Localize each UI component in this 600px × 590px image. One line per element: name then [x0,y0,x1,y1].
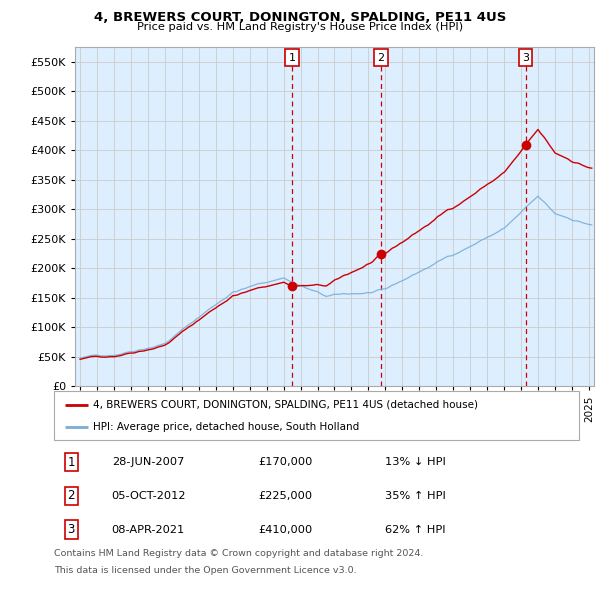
Text: 62% ↑ HPI: 62% ↑ HPI [385,525,445,535]
Text: £225,000: £225,000 [259,491,313,501]
Text: Contains HM Land Registry data © Crown copyright and database right 2024.: Contains HM Land Registry data © Crown c… [54,549,424,558]
Text: 28-JUN-2007: 28-JUN-2007 [112,457,184,467]
Text: 05-OCT-2012: 05-OCT-2012 [112,491,186,501]
Text: 2: 2 [377,53,385,63]
Text: 2: 2 [68,489,75,503]
Text: Price paid vs. HM Land Registry's House Price Index (HPI): Price paid vs. HM Land Registry's House … [137,22,463,32]
Text: 35% ↑ HPI: 35% ↑ HPI [385,491,446,501]
Text: 3: 3 [522,53,529,63]
Text: 3: 3 [68,523,75,536]
Text: 08-APR-2021: 08-APR-2021 [112,525,185,535]
Text: 4, BREWERS COURT, DONINGTON, SPALDING, PE11 4US: 4, BREWERS COURT, DONINGTON, SPALDING, P… [94,11,506,24]
Text: HPI: Average price, detached house, South Holland: HPI: Average price, detached house, Sout… [94,422,359,432]
Text: 1: 1 [68,455,75,469]
Text: This data is licensed under the Open Government Licence v3.0.: This data is licensed under the Open Gov… [54,566,356,575]
Text: £410,000: £410,000 [259,525,313,535]
Text: 13% ↓ HPI: 13% ↓ HPI [385,457,446,467]
FancyBboxPatch shape [54,391,579,440]
Text: 4, BREWERS COURT, DONINGTON, SPALDING, PE11 4US (detached house): 4, BREWERS COURT, DONINGTON, SPALDING, P… [94,399,478,409]
Text: £170,000: £170,000 [259,457,313,467]
Text: 1: 1 [289,53,296,63]
